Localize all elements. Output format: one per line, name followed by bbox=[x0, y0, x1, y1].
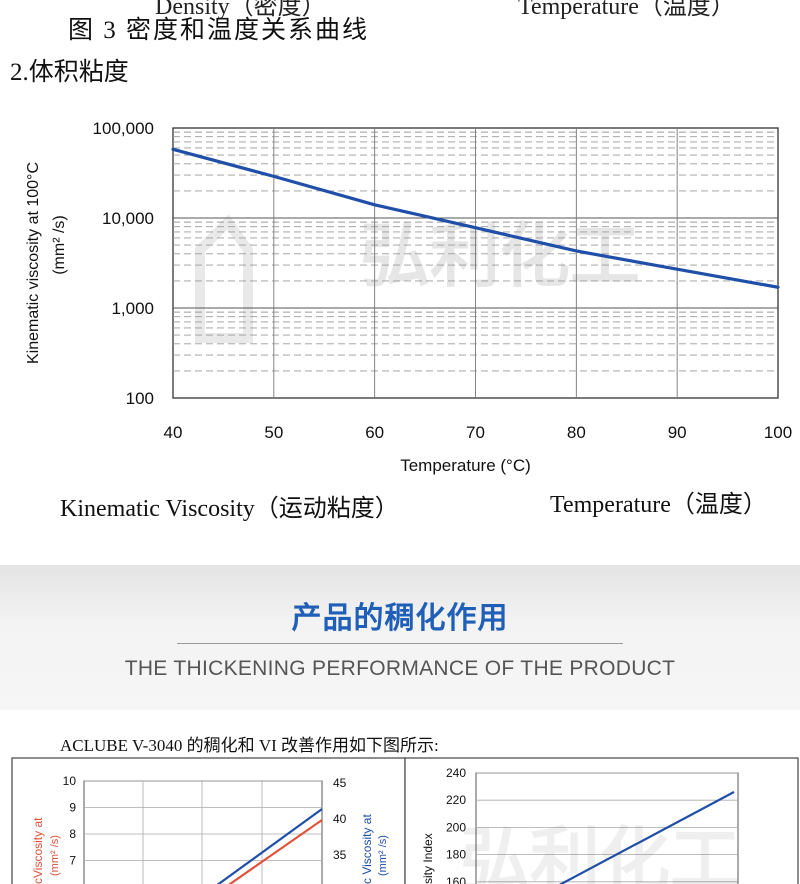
thickening-note: ACLUBE V-3040 的稠化和 VI 改善作用如下图所示: bbox=[60, 736, 439, 755]
viscosity-series-line bbox=[171, 147, 780, 289]
x-tick-label: 40 bbox=[164, 423, 183, 442]
thickening-banner: 产品的稠化作用 THE THICKENING PERFORMANCE OF TH… bbox=[0, 565, 800, 710]
vi-axis-label: sity Index bbox=[421, 833, 435, 884]
y-tick-label: 10,000 bbox=[102, 209, 154, 228]
viscosity-temperature-chart: 弘利化工 40 50 60 70 80 90 100 100 1,000 10,000 100,00… bbox=[25, 119, 792, 475]
thickening-right-tick-label: 40 bbox=[333, 812, 347, 826]
vi-tick-label: 160 bbox=[446, 875, 466, 884]
kinematic-viscosity-caption: Kinematic Viscosity（运动粘度） bbox=[60, 496, 399, 522]
x-tick-label: 50 bbox=[264, 423, 283, 442]
thickening-left-tick-label: 10 bbox=[63, 774, 77, 788]
x-tick-label: 60 bbox=[365, 423, 384, 442]
y-tick-label: 100,000 bbox=[93, 119, 154, 138]
svg-text:弘利化工: 弘利化工 bbox=[460, 819, 740, 884]
x-axis-label: Temperature (°C) bbox=[400, 456, 531, 475]
cropped-density-label: Density（密度） bbox=[155, 0, 326, 20]
section-heading: 2.体积粘度 bbox=[10, 59, 129, 86]
thickening-left-tick-label: 7 bbox=[69, 854, 76, 868]
watermark: 弘利化工 bbox=[195, 214, 640, 343]
vi-tick-label: 200 bbox=[446, 820, 466, 834]
figure-caption: 图 3 密度和温度关系曲线 bbox=[68, 17, 370, 44]
thickening-left-axis-unit: (mm² /s) bbox=[49, 835, 61, 876]
thickening-blue-series bbox=[216, 808, 323, 884]
x-tick-label: 70 bbox=[466, 423, 485, 442]
thickening-red-series bbox=[228, 819, 323, 884]
watermark-text: 弘利化工 bbox=[360, 215, 640, 297]
x-tick-label: 80 bbox=[567, 423, 586, 442]
thickening-right-tick-label: 35 bbox=[333, 848, 347, 862]
vi-series bbox=[558, 791, 735, 884]
thickening-left-tick-label: 9 bbox=[69, 801, 76, 815]
preview-watermark: 弘利化工 bbox=[460, 819, 740, 884]
thickening-left-axis-label: cViscosity at bbox=[31, 817, 45, 884]
thickening-right-axis-label: c Viscosity at bbox=[360, 814, 374, 884]
y-axis-label: Kinematic viscosity at 100°C bbox=[25, 162, 42, 364]
thickening-charts-preview: 10 9 8 7 45 40 35 240 220 200 180 160 cViscosity a… bbox=[11, 757, 799, 884]
thickening-left-tick-label: 8 bbox=[69, 827, 76, 841]
y-axis-unit-label: (mm² /s) bbox=[51, 215, 68, 275]
banner-divider bbox=[177, 643, 623, 644]
y-tick-label: 100 bbox=[126, 389, 154, 408]
banner-subtitle: THE THICKENING PERFORMANCE OF THE PRODUC… bbox=[124, 657, 676, 680]
temperature-caption: Temperature（温度） bbox=[550, 492, 767, 518]
thickening-right-axis-unit: (mm² /s) bbox=[377, 835, 389, 876]
vi-tick-label: 240 bbox=[446, 766, 466, 780]
watermark-logo-icon bbox=[195, 214, 253, 343]
vi-tick-label: 180 bbox=[446, 848, 466, 862]
banner-title: 产品的稠化作用 bbox=[291, 601, 509, 636]
thickening-right-tick-label: 45 bbox=[333, 776, 347, 790]
vi-tick-label: 220 bbox=[446, 793, 466, 807]
cropped-temperature-label: Temperature（温度） bbox=[518, 0, 735, 20]
x-tick-label: 90 bbox=[668, 423, 687, 442]
x-tick-label: 100 bbox=[764, 423, 792, 442]
y-tick-label: 1,000 bbox=[111, 299, 154, 318]
thickening-chart-frame bbox=[11, 757, 406, 884]
